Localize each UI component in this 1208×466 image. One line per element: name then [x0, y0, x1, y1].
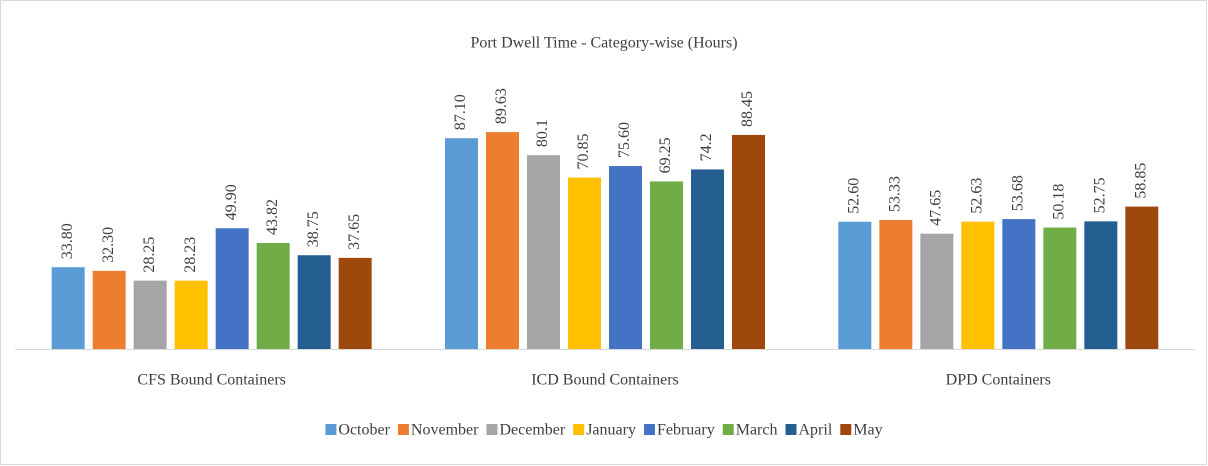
- bar: [486, 132, 519, 349]
- data-label: 52.75: [1092, 177, 1109, 213]
- chart-title: Port Dwell Time - Category-wise (Hours): [470, 35, 737, 52]
- bar: [650, 181, 683, 349]
- data-label: 32.30: [100, 227, 117, 263]
- data-label: 58.85: [1133, 163, 1150, 199]
- data-label: 37.65: [346, 214, 363, 250]
- bar: [1043, 227, 1077, 349]
- data-label: 87.10: [452, 94, 469, 130]
- data-label: 28.23: [182, 237, 199, 273]
- legend-label: October: [338, 422, 390, 439]
- bar: [609, 166, 642, 349]
- bar: [174, 280, 208, 349]
- bar: [568, 177, 601, 349]
- bar: [445, 138, 478, 349]
- bar: [732, 134, 765, 349]
- bar: [1125, 206, 1159, 349]
- legend-label: November: [411, 422, 479, 439]
- data-label: 50.18: [1051, 184, 1068, 220]
- legend-swatch: [785, 424, 797, 435]
- data-label: 89.63: [493, 88, 510, 124]
- data-label: 38.75: [305, 211, 322, 247]
- bar: [215, 228, 249, 349]
- x-tick-label: DPD Containers: [946, 372, 1051, 389]
- bar: [961, 221, 995, 349]
- legend-swatch: [486, 424, 498, 435]
- data-label: 69.25: [657, 137, 674, 173]
- bar: [92, 270, 126, 349]
- legend-swatch: [643, 424, 655, 435]
- data-label: 74.2: [698, 133, 715, 161]
- legend-label: February: [657, 422, 715, 439]
- legend-swatch: [840, 424, 852, 435]
- bar: [256, 242, 290, 349]
- legend-swatch: [397, 424, 409, 435]
- legend-label: March: [736, 422, 778, 439]
- data-label: 49.90: [223, 184, 240, 220]
- legend-label: January: [586, 422, 636, 439]
- x-tick-label: CFS Bound Containers: [137, 372, 285, 389]
- legend-swatch: [573, 424, 585, 435]
- legend-label: December: [499, 422, 565, 439]
- legend-swatch: [325, 424, 337, 435]
- bar: [51, 267, 85, 349]
- bar: [527, 155, 560, 349]
- data-label: 70.85: [575, 134, 592, 170]
- data-label: 52.63: [969, 178, 986, 214]
- data-label: 52.60: [846, 178, 863, 214]
- bar: [338, 257, 372, 349]
- bar: [879, 219, 913, 349]
- bar: [691, 169, 724, 349]
- data-label: 80.1: [534, 119, 551, 147]
- bar: [920, 233, 954, 349]
- data-label: 53.68: [1010, 175, 1027, 211]
- bar: [297, 255, 331, 349]
- data-label: 47.65: [928, 190, 945, 226]
- data-label: 28.25: [141, 237, 158, 273]
- legend-label: May: [853, 422, 882, 439]
- data-label: 43.82: [264, 199, 281, 235]
- data-label: 33.80: [59, 223, 76, 259]
- legend-label: April: [798, 422, 832, 439]
- bar: [1084, 221, 1118, 349]
- data-label: 75.60: [616, 122, 633, 158]
- bar: [838, 221, 872, 349]
- bar: [1002, 219, 1036, 349]
- x-tick-label: ICD Bound Containers: [531, 372, 679, 389]
- data-label: 53.33: [887, 176, 904, 212]
- legend-swatch: [722, 424, 734, 435]
- bar: [133, 280, 167, 349]
- data-label: 88.45: [739, 91, 756, 127]
